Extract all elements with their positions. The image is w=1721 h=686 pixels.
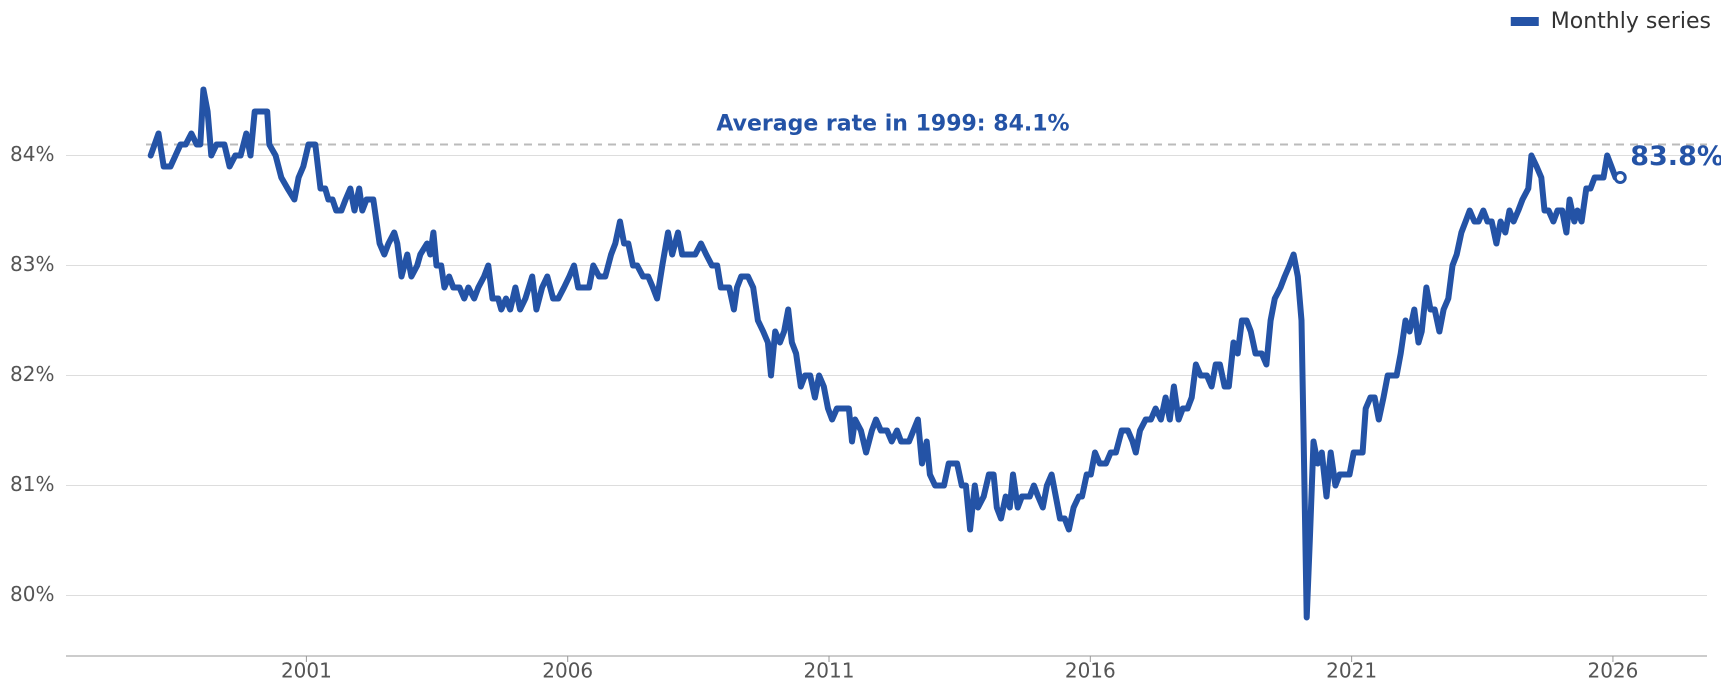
x-tick-label: 2001 — [281, 659, 332, 683]
end-label: 83.8% — [1630, 141, 1721, 172]
x-tick-label: 2011 — [804, 659, 855, 683]
x-tick-label: 2006 — [542, 659, 593, 683]
x-tick-label: 2021 — [1326, 659, 1377, 683]
x-tick-label: 2026 — [1587, 659, 1638, 683]
reference-label: Average rate in 1999: 84.1% — [716, 112, 1069, 137]
series-line — [147, 86, 1624, 621]
y-tick-label: 82% — [10, 362, 54, 386]
y-tick-label: 83% — [10, 252, 54, 276]
legend-swatch — [1510, 17, 1539, 26]
y-tick-label: 80% — [10, 582, 54, 606]
y-tick-label: 84% — [10, 142, 54, 166]
y-tick-label: 81% — [10, 472, 54, 496]
end-marker — [1613, 171, 1627, 184]
x-tick-label: 2016 — [1065, 659, 1116, 683]
legend-label: Monthly series — [1551, 9, 1711, 34]
